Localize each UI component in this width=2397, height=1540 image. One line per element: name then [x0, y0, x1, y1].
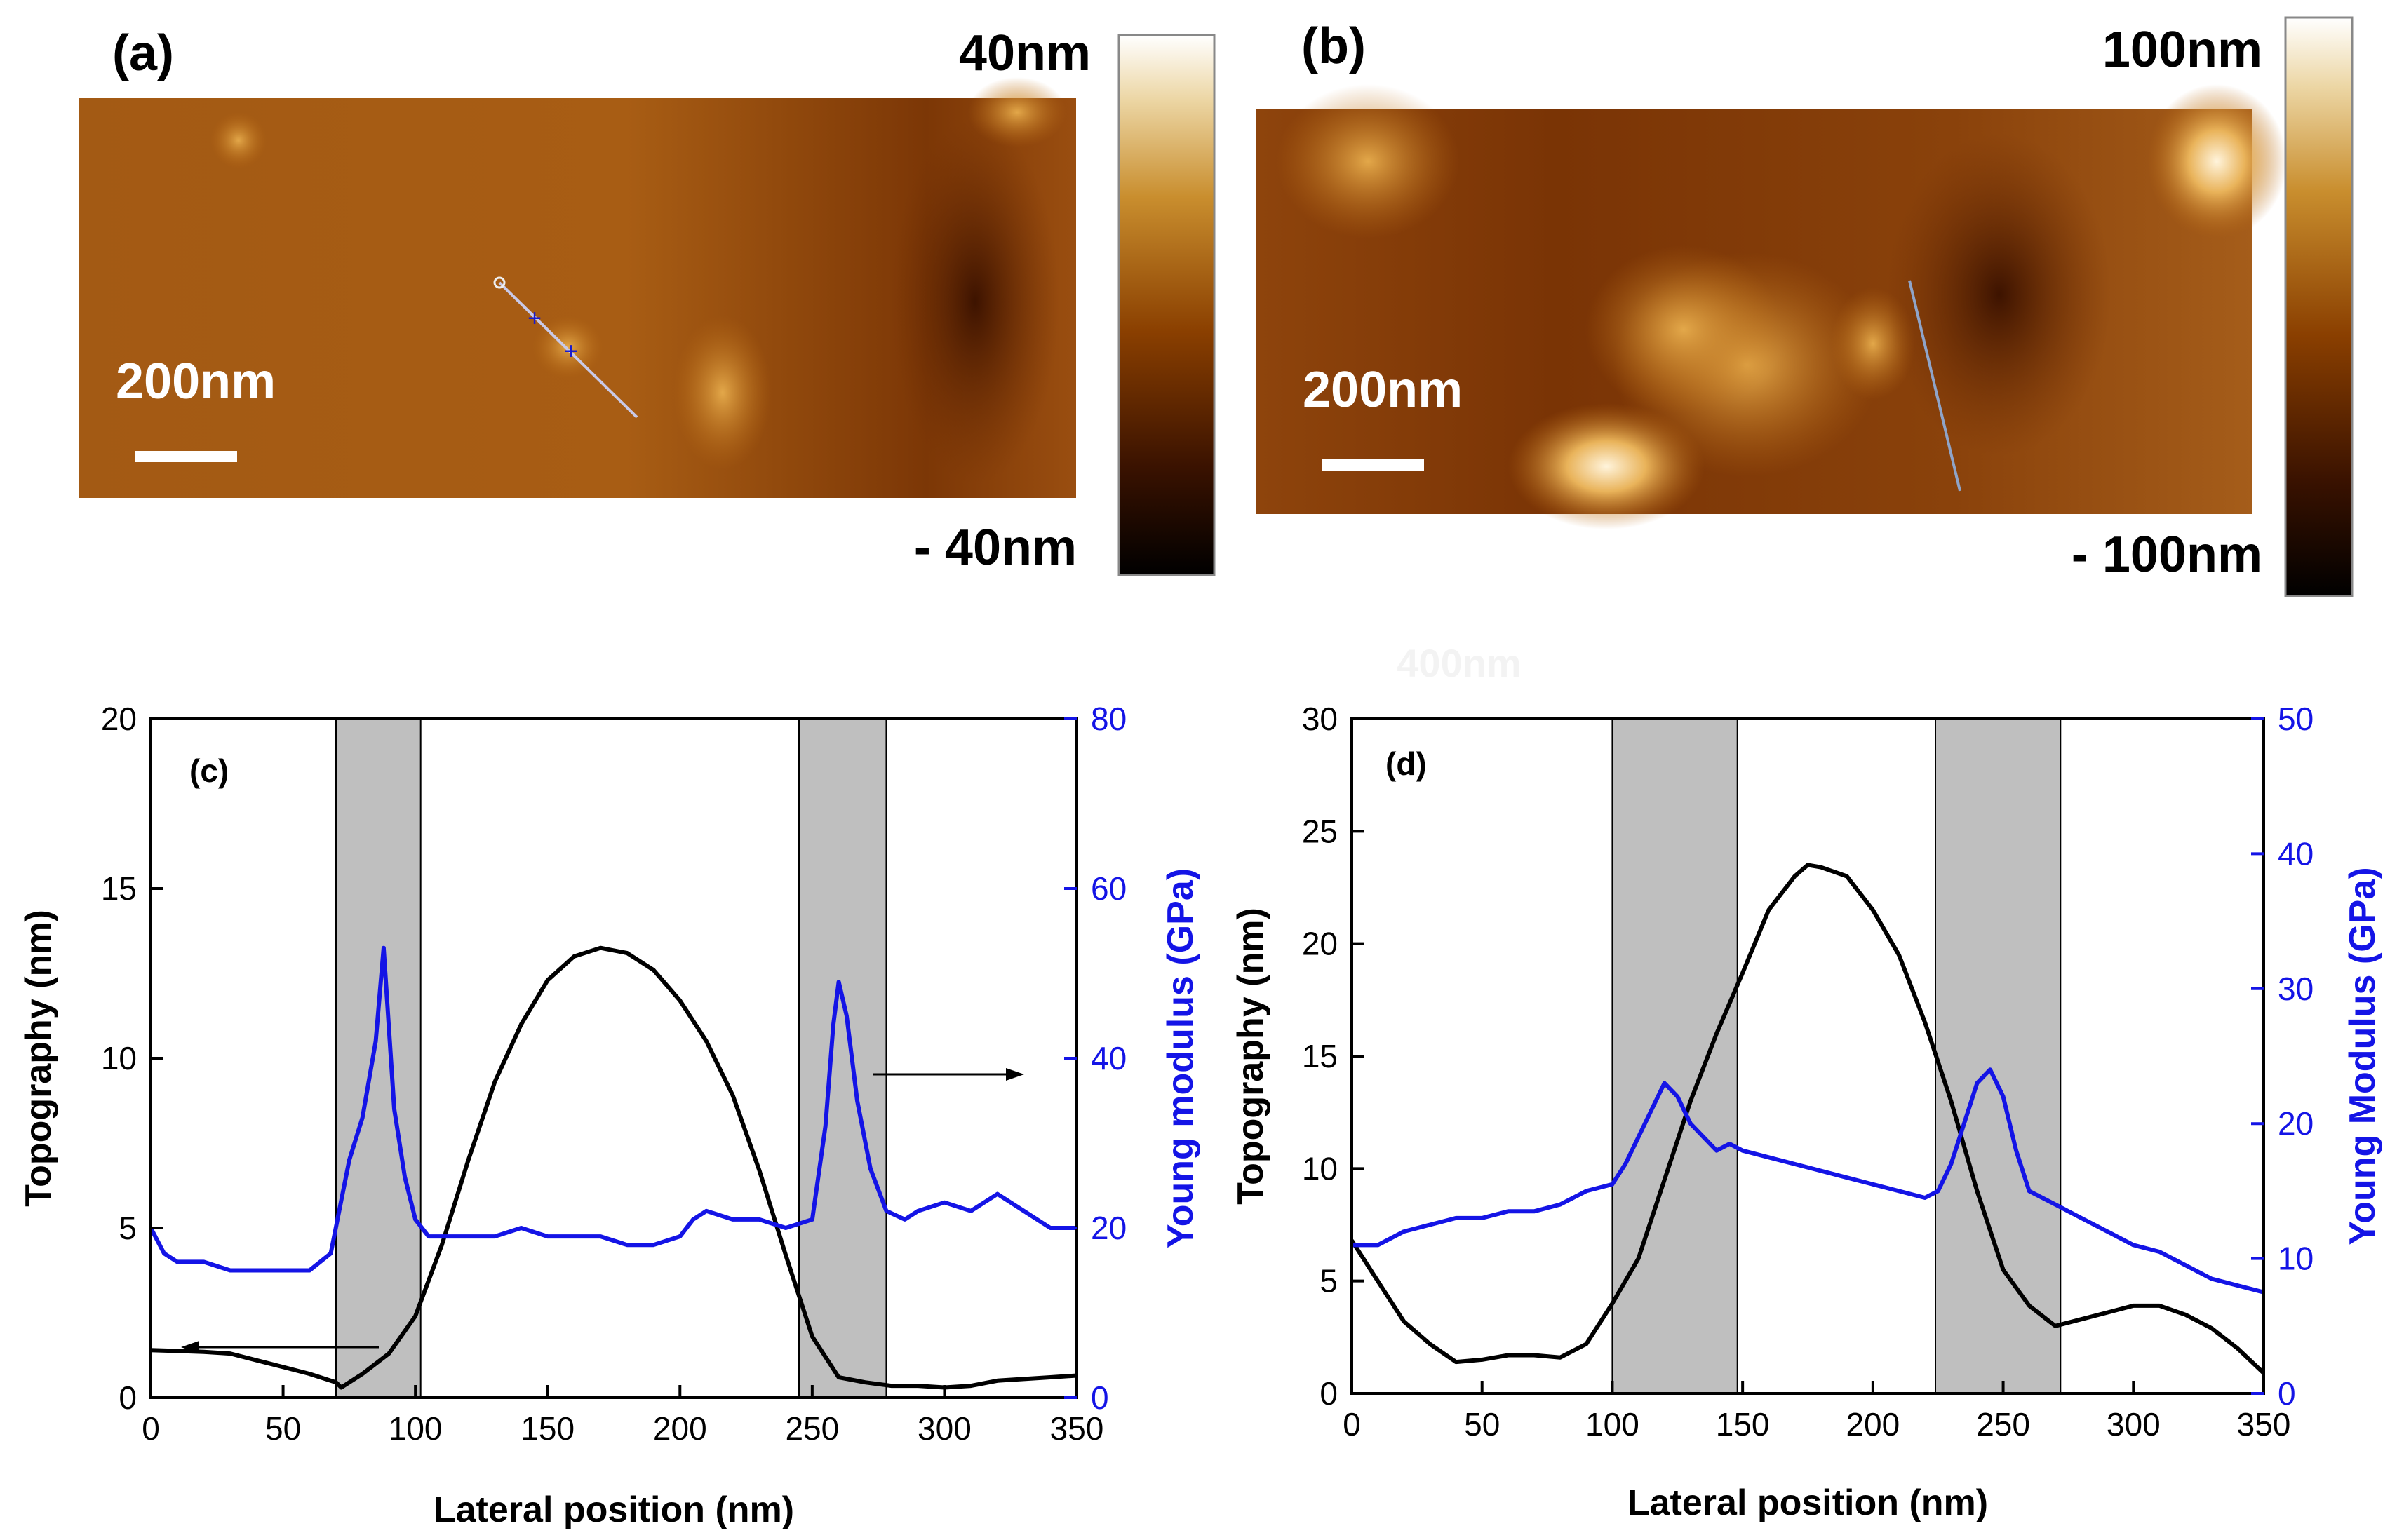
x-tick-label: 200	[653, 1410, 707, 1447]
shaded-band	[1935, 718, 2062, 1394]
arrow-to-left-axis	[181, 1341, 379, 1353]
chart-c-ylabel-right: Young modulus (GPa)	[1160, 868, 1201, 1248]
profile-line-b	[1908, 280, 1961, 492]
chart-c-xlabel: Lateral position (nm)	[434, 1490, 794, 1530]
afm-bright-spot	[1508, 403, 1705, 529]
afm-feature	[1277, 84, 1459, 238]
faint-watermark: 400nm	[1397, 641, 1521, 685]
y-tick-label-right: 0	[2278, 1375, 2296, 1412]
y-tick-label-left: 5	[1320, 1263, 1338, 1299]
colorbar-b	[2284, 16, 2354, 597]
cursor-marker: +	[528, 305, 542, 332]
chart-d-ylabel-left: Topography (nm)	[1230, 907, 1271, 1205]
profile-line-a	[498, 281, 638, 419]
x-tick-label: 0	[142, 1410, 160, 1447]
panel-b-label: (b)	[1301, 18, 1366, 74]
chart-c-ylabel-left: Topography (nm)	[18, 910, 59, 1207]
shaded-band	[798, 718, 887, 1398]
x-tick-label: 0	[1343, 1406, 1361, 1443]
y-tick-label-left: 15	[1302, 1038, 1338, 1074]
x-tick-label: 250	[1976, 1406, 2030, 1443]
modulus-line	[149, 945, 1077, 1273]
x-tick-label: 200	[1846, 1406, 1900, 1443]
y-tick-label-right: 0	[1091, 1379, 1109, 1416]
y-tick-label-left: 20	[101, 701, 137, 737]
x-tick-label: 150	[1716, 1406, 1770, 1443]
shaded-band	[335, 718, 422, 1398]
x-tick-label: 250	[785, 1410, 839, 1447]
y-tick-label-right: 50	[2278, 701, 2314, 737]
afm-dark-region	[1887, 133, 2111, 456]
scalebar-label-a: 200nm	[116, 353, 276, 410]
x-tick-label: 50	[265, 1410, 301, 1447]
afm-feature	[673, 316, 772, 470]
colorbar-a-min: - 40nm	[914, 520, 1077, 576]
topography-line	[150, 945, 1077, 1390]
y-tick-label-right: 10	[2278, 1241, 2314, 1277]
y-tick-label-left: 10	[1302, 1150, 1338, 1187]
panel-a: (a) + + 200nm 40nm - 40nm	[79, 25, 1216, 576]
chart-d-ylabel-right: Young Modulus (GPa)	[2342, 867, 2383, 1245]
y-tick-label-right: 40	[2278, 835, 2314, 872]
chart-d: 0 50 100 150 200 250 300 3500510152025300102030…	[1230, 701, 2383, 1523]
afm-feature	[210, 112, 267, 168]
y-tick-label-left: 25	[1302, 813, 1338, 849]
panel-a-label: (a)	[112, 25, 174, 81]
topography-line	[1350, 863, 2266, 1375]
scalebar-b	[1322, 459, 1424, 471]
profile-start-marker	[493, 276, 506, 289]
colorbar-a	[1117, 34, 1216, 576]
y-tick-label-right: 20	[1091, 1210, 1127, 1246]
afm-feature	[2147, 84, 2287, 238]
modulus-line	[1352, 1067, 2264, 1295]
afm-feature	[1585, 245, 1782, 414]
y-tick-label-left: 5	[119, 1210, 137, 1246]
colorbar-b-min: - 100nm	[2072, 527, 2262, 583]
y-tick-label-right: 30	[2278, 971, 2314, 1007]
colorbar-b-max: 100nm	[2102, 22, 2262, 78]
panel-b: (b) 200nm 100nm - 100nm	[1256, 16, 2354, 597]
y-tick-label-right: 40	[1091, 1040, 1127, 1076]
chart-d-xlabel: Lateral position (nm)	[1627, 1482, 1988, 1523]
y-tick-label-left: 0	[119, 1379, 137, 1416]
afm-dark-region	[891, 119, 1059, 484]
y-tick-label-right: 60	[1091, 870, 1127, 907]
x-tick-label: 350	[2237, 1406, 2291, 1443]
scalebar-a	[135, 451, 237, 462]
x-tick-label: 300	[2107, 1406, 2161, 1443]
chart-d-panel-label: (d)	[1385, 745, 1427, 782]
x-tick-label: 100	[389, 1410, 443, 1447]
scalebar-label-b: 200nm	[1303, 362, 1463, 418]
plot-frame	[1350, 717, 2265, 1395]
shaded-band	[1611, 718, 1738, 1394]
y-tick-label-right: 20	[2278, 1105, 2314, 1142]
x-tick-label: 300	[918, 1410, 972, 1447]
y-tick-label-left: 20	[1302, 926, 1338, 962]
colorbar-a-max: 40nm	[959, 25, 1091, 81]
x-tick-label: 100	[1585, 1406, 1639, 1443]
y-tick-label-left: 0	[1320, 1375, 1338, 1412]
x-tick-label: 350	[1050, 1410, 1104, 1447]
cursor-marker: +	[564, 338, 578, 365]
y-tick-label-right: 80	[1091, 701, 1127, 737]
plot-frame	[149, 717, 1078, 1399]
arrow-to-right-axis	[873, 1068, 1024, 1081]
chart-c-panel-label: (c)	[189, 752, 229, 789]
y-tick-label-left: 10	[101, 1040, 137, 1076]
x-tick-label: 50	[1464, 1406, 1500, 1443]
y-tick-label-left: 15	[101, 870, 137, 907]
x-tick-label: 150	[521, 1410, 575, 1447]
y-tick-label-left: 30	[1302, 701, 1338, 737]
